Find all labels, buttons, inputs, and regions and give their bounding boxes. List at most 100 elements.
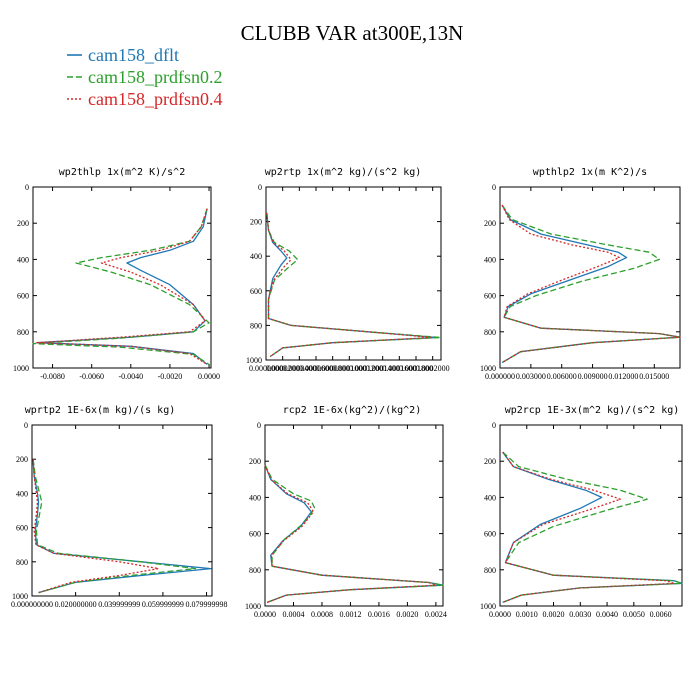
- ytick-label-wprtp2-800: 800: [16, 558, 28, 567]
- series-line-wprtp2-prdfsn04: [32, 459, 160, 594]
- series-line-wpthlp2-prdfsn04: [501, 204, 681, 364]
- panel-wp2thlp: wp2thlp 1x(m^2 K)/s^2 0 200 400 600 800 1000 -…: [13, 167, 220, 381]
- ytick-label-rcp2-400: 400: [249, 493, 261, 502]
- ytick-label-rcp2-1000: 1000: [245, 602, 261, 611]
- xtick-label-wp2rcp-3: 0.0030: [569, 610, 591, 619]
- xtick-label-wp2rtp-8: 0.0001600: [382, 364, 416, 373]
- xtick-label-wprtp2-4: 0.079999998: [186, 600, 228, 609]
- xtick-label-wp2thlp-3: -0.0020: [158, 372, 183, 381]
- xtick-label-wprtp2-0: 0.000000000: [11, 600, 53, 609]
- series-line-rcp2-prdfsn04: [264, 464, 437, 604]
- ytick-label-wp2thlp-200: 200: [17, 219, 29, 228]
- plot-frame-wp2rcp: [499, 424, 683, 607]
- legend-entry-prdfsn02: cam158_prdfsn0.2: [67, 67, 222, 87]
- xtick-label-wp2rcp-4: 0.0040: [596, 610, 618, 619]
- xtick-label-wp2rtp-7: 0.0001400: [366, 364, 400, 373]
- xtick-label-wpthlp2-1: 0.003000: [516, 372, 546, 381]
- plot-frame-wpthlp2: [499, 186, 681, 369]
- xtick-label-wp2thlp-1: -0.0060: [79, 372, 104, 381]
- xtick-label-wp2thlp-4: 0.0000: [198, 372, 220, 381]
- xtick-label-wp2rtp-2: 0.0000400: [282, 364, 316, 373]
- xtick-label-rcp2-3: 0.0012: [339, 610, 361, 619]
- xtick-label-wp2rtp-4: 0.0000800: [316, 364, 350, 373]
- ytick-label-rcp2-600: 600: [249, 530, 261, 539]
- series-line-wp2rcp-prdfsn02: [502, 451, 683, 604]
- ytick-label-wp2thlp-400: 400: [17, 255, 29, 264]
- xtick-label-wpthlp2-5: 0.015000: [639, 372, 669, 381]
- ytick-label-wp2rtp-1000: 1000: [246, 356, 262, 365]
- xtick-label-wpthlp2-4: 0.012000: [608, 372, 638, 381]
- ytick-label-wp2rcp-200: 200: [484, 457, 496, 466]
- plot-frame-rcp2: [264, 424, 444, 607]
- series-line-wp2thlp-prdfsn04: [36, 208, 208, 365]
- xtick-label-wprtp2-3: 0.059999999: [142, 600, 184, 609]
- xtick-label-wp2rcp-2: 0.0020: [543, 610, 565, 619]
- xtick-label-rcp2-6: 0.0024: [425, 610, 447, 619]
- ytick-label-wp2thlp-600: 600: [17, 292, 29, 301]
- legend: cam158_dflt cam158_prdfsn0.2 cam158_prdf…: [67, 45, 222, 109]
- xtick-label-wp2rcp-6: 0.0060: [650, 610, 672, 619]
- panel-rcp2: rcp2 1E-6x(kg^2)/(kg^2) 0 200 400 600 800 100…: [245, 405, 447, 619]
- series-line-wp2rtp-prdfsn04: [266, 212, 434, 358]
- xtick-label-wp2rcp-0: 0.0000: [489, 610, 511, 619]
- panel-title-rcp2: rcp2 1E-6x(kg^2)/(kg^2): [283, 405, 421, 416]
- xtick-label-wpthlp2-0: 0.000000: [485, 372, 515, 381]
- xtick-label-wprtp2-2: 0.039999999: [98, 600, 140, 609]
- ytick-label-wp2rcp-0: 0: [492, 421, 496, 430]
- ytick-label-wp2rcp-600: 600: [484, 530, 496, 539]
- ytick-label-wp2thlp-0: 0: [25, 183, 29, 192]
- xtick-label-wp2thlp-0: -0.0080: [40, 372, 65, 381]
- ytick-label-wprtp2-400: 400: [16, 489, 28, 498]
- plot-frame-wprtp2: [31, 424, 213, 597]
- legend-label-prdfsn04: cam158_prdfsn0.4: [88, 89, 222, 109]
- xtick-label-wpthlp2-3: 0.009000: [578, 372, 608, 381]
- xtick-label-rcp2-0: 0.0000: [254, 610, 276, 619]
- xtick-label-wp2rtp-1: 0.0000200: [266, 364, 300, 373]
- plot-frame-wp2rtp: [265, 186, 442, 361]
- figure-title: CLUBB VAR at300E,13N: [241, 21, 464, 45]
- panel-wp2rcp: wp2rcp 1E-3x(m^2 kg)/(s^2 kg) 0 200 400 600…: [480, 405, 683, 619]
- xtick-label-wp2rcp-5: 0.0050: [623, 610, 645, 619]
- series-line-wprtp2-prdfsn02: [32, 459, 197, 594]
- xtick-label-rcp2-2: 0.0008: [311, 610, 333, 619]
- panel-title-wpthlp2: wpthlp2 1x(m K^2)/s: [533, 167, 647, 178]
- xtick-label-wp2rtp-9: 0.0001800: [399, 364, 433, 373]
- legend-entry-prdfsn04: cam158_prdfsn0.4: [67, 89, 222, 109]
- ytick-label-wp2rtp-800: 800: [250, 321, 262, 330]
- ytick-label-wprtp2-200: 200: [16, 455, 28, 464]
- panel-wp2rtp: wp2rtp 1x(m^2 kg)/(s^2 kg) 0 200 400 600 800…: [246, 167, 450, 373]
- ytick-label-wp2rtp-400: 400: [250, 252, 262, 261]
- ytick-label-wp2rtp-600: 600: [250, 287, 262, 296]
- series-line-wpthlp2-prdfsn02: [501, 204, 681, 364]
- ytick-label-wp2rcp-1000: 1000: [480, 602, 496, 611]
- panel-wprtp2: wprtp2 1E-6x(m kg)/(s kg) 0 200 400 600 800 1…: [11, 405, 228, 609]
- ytick-label-wpthlp2-800: 800: [484, 328, 496, 337]
- ytick-label-wpthlp2-600: 600: [484, 292, 496, 301]
- ytick-label-rcp2-800: 800: [249, 566, 261, 575]
- xtick-label-wp2rtp-5: 0.0001000: [332, 364, 366, 373]
- panel-title-wp2rtp: wp2rtp 1x(m^2 kg)/(s^2 kg): [265, 167, 422, 178]
- xtick-label-wp2rcp-1: 0.0010: [516, 610, 538, 619]
- xtick-label-wp2thlp-2: -0.0040: [118, 372, 143, 381]
- panel-title-wprtp2: wprtp2 1E-6x(m kg)/(s kg): [25, 405, 176, 416]
- xtick-label-wp2rtp-0: 0.0000000: [249, 364, 283, 373]
- plot-frame-wp2thlp: [32, 186, 212, 369]
- xtick-label-wp2rtp-10: 0.0002000: [416, 364, 450, 373]
- xtick-label-wpthlp2-2: 0.006000: [547, 372, 577, 381]
- legend-label-prdfsn02: cam158_prdfsn0.2: [88, 67, 222, 87]
- series-line-wpthlp2-dflt: [501, 204, 681, 364]
- ytick-label-wpthlp2-1000: 1000: [480, 364, 496, 373]
- panel-title-wp2thlp: wp2thlp 1x(m^2 K)/s^2: [59, 167, 185, 178]
- series-line-wp2rtp-prdfsn02: [266, 212, 442, 358]
- xtick-label-wp2rtp-6: 0.0001200: [349, 364, 383, 373]
- ytick-label-wp2rtp-0: 0: [258, 183, 262, 192]
- legend-entry-dflt: cam158_dflt: [67, 45, 179, 65]
- panel-wpthlp2: wpthlp2 1x(m K^2)/s 020040060080010000.0…: [480, 167, 681, 381]
- ytick-label-wpthlp2-200: 200: [484, 219, 496, 228]
- ytick-label-wp2rtp-200: 200: [250, 218, 262, 227]
- xtick-label-wp2rtp-3: 0.0000600: [299, 364, 333, 373]
- ytick-label-wprtp2-600: 600: [16, 524, 28, 533]
- series-line-rcp2-prdfsn02: [264, 464, 444, 604]
- xtick-label-wprtp2-1: 0.020000000: [55, 600, 97, 609]
